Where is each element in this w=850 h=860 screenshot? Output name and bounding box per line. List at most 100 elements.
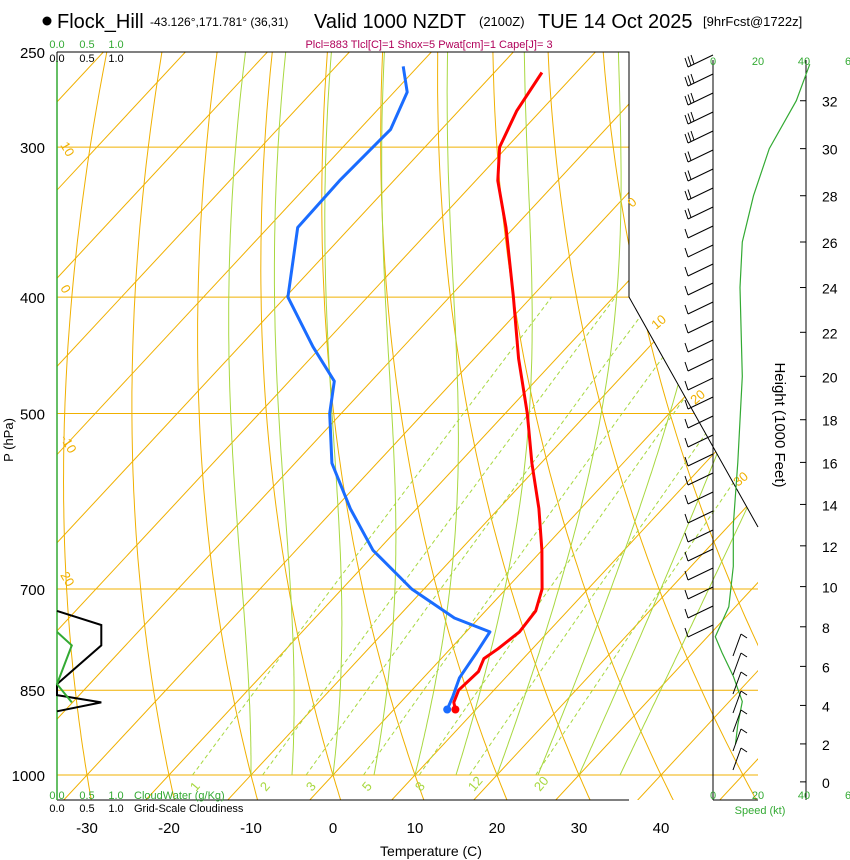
cloudwater-scale-top: 0.0 <box>49 39 64 51</box>
height-tick-label: 22 <box>822 325 838 341</box>
isotherm-line <box>308 52 758 800</box>
speed-scale-bottom: 40 <box>798 790 810 802</box>
cloudwater-scale-bottom: 1.0 <box>108 790 123 802</box>
dry-adiabat-line <box>260 52 342 800</box>
wind-barb <box>684 111 714 125</box>
wind-barb <box>732 709 748 733</box>
mixing-ratio-label: 20 <box>531 773 552 794</box>
cloudiness-scale-bottom: 1.0 <box>108 803 123 815</box>
cloudiness-scale-bottom: 0.5 <box>79 803 94 815</box>
wind-barb <box>684 434 714 448</box>
profiles-layer <box>55 66 544 714</box>
x-tick-label: 30 <box>571 820 588 837</box>
dry-adiabat-line <box>197 52 259 800</box>
wind-speed-profile <box>714 63 811 744</box>
x-tick-label: 40 <box>653 820 670 837</box>
height-tick-label: 28 <box>822 189 838 205</box>
isotherm-label: 0 <box>624 194 639 210</box>
cloudiness-scale-top: 0.5 <box>79 53 94 65</box>
dry-adiabat-line <box>601 52 758 800</box>
isotherm-line <box>554 52 758 800</box>
wind-barb <box>684 472 714 486</box>
height-tick-label: 0 <box>822 775 830 791</box>
mixing-ratio-line <box>418 296 758 776</box>
wind-barb <box>684 92 714 106</box>
dry-adiabat-line <box>62 52 112 800</box>
station-bullet-icon <box>42 16 52 26</box>
dry-adiabat-line <box>0 31 2 801</box>
isotherm-line <box>57 52 616 800</box>
wind-barb <box>732 633 748 657</box>
grid-layer <box>0 31 759 801</box>
zulu-time: (2100Z) <box>479 14 525 29</box>
dry-adiabat-label: 10 <box>57 139 77 159</box>
wind-barb <box>684 73 714 87</box>
wind-barb <box>684 244 714 258</box>
speed-scale-top: 0 <box>710 56 716 68</box>
height-axis-title: Height (1000 Feet) <box>771 362 788 487</box>
cloudiness-scale-top: 0.0 <box>49 53 64 65</box>
mixing-ratio-line <box>535 296 758 776</box>
x-tick-label: 20 <box>489 820 506 837</box>
mixing-ratio-line <box>469 296 758 776</box>
mixing-ratio-line <box>363 296 708 776</box>
x-tick-label: 10 <box>407 820 424 837</box>
wind-barb <box>684 548 714 562</box>
cloudiness-label: Grid-Scale Cloudiness <box>134 803 244 815</box>
wind-barb <box>684 491 714 505</box>
cloudiness-scale-top: 1.0 <box>108 53 123 65</box>
pressure-tick-label: 850 <box>20 683 45 700</box>
moist-adiabat-line <box>455 52 533 776</box>
wind-barb <box>732 747 748 771</box>
isotherm-line <box>57 52 452 800</box>
isotherm-label: 30 <box>730 469 751 490</box>
wind-barb <box>684 624 714 638</box>
wind-barb <box>684 396 714 410</box>
wind-barb <box>732 652 748 676</box>
wind-barb <box>684 320 714 334</box>
wind-barb <box>684 225 714 239</box>
pressure-tick-label: 300 <box>20 140 45 157</box>
station-name: Flock_Hill <box>57 11 144 33</box>
temperature-profile <box>452 71 544 710</box>
dry-adiabat-label: 20 <box>57 569 77 589</box>
pressure-tick-label: 250 <box>20 45 45 62</box>
height-tick-label: 12 <box>822 539 838 555</box>
cloudwater-scale-top: 1.0 <box>108 39 123 51</box>
wind-barb <box>684 567 714 581</box>
dry-adiabat-label: 0 <box>57 282 74 296</box>
wind-barb <box>732 690 748 714</box>
height-tick-label: 16 <box>822 455 838 471</box>
cloudwater-label: CloudWater (g/Kg) <box>134 790 225 802</box>
moist-adiabat-line <box>619 52 758 776</box>
wind-barb <box>684 187 714 201</box>
mixing-ratio-label: 3 <box>303 779 319 794</box>
wind-barb <box>684 415 714 429</box>
cloudwater-profile <box>55 631 73 704</box>
pressure-tick-label: 500 <box>20 407 45 424</box>
forecast-info: [9hrFcst@1722z] <box>703 14 802 29</box>
wind-barb <box>684 377 714 391</box>
isotherm-line <box>57 52 698 800</box>
height-tick-label: 26 <box>822 235 838 251</box>
isotherm-line <box>57 52 288 800</box>
height-tick-label: 6 <box>822 659 830 675</box>
isotherm-line <box>57 52 370 800</box>
skewt-plot-area <box>0 31 758 801</box>
height-tick-label: 32 <box>822 94 838 110</box>
wind-barb <box>732 671 748 695</box>
plot-frame <box>56 51 759 800</box>
wind-barb <box>684 168 714 182</box>
mixing-ratio-label: 8 <box>412 779 428 794</box>
wind-barb <box>684 510 714 524</box>
pressure-tick-label: 700 <box>20 582 45 599</box>
dry-adiabat-line <box>546 52 758 800</box>
height-tick-label: 20 <box>822 369 838 385</box>
dry-adiabat-line <box>321 52 425 800</box>
moist-adiabat-line <box>273 52 295 776</box>
mixing-ratio-line <box>192 296 552 776</box>
x-tick-label: -30 <box>76 820 98 837</box>
cloudiness-profile <box>56 609 103 713</box>
isotherm-line <box>62 52 758 800</box>
